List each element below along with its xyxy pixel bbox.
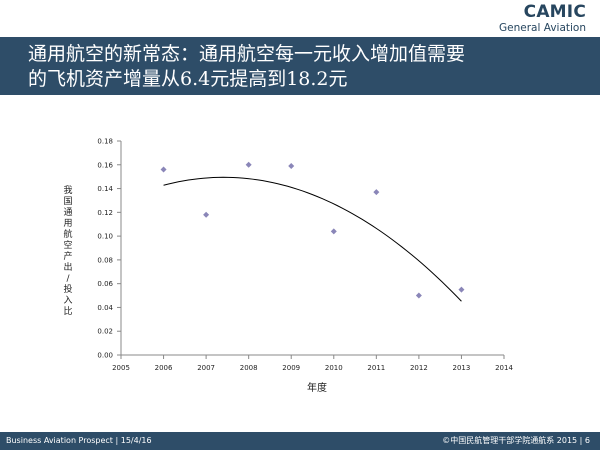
scatter-chart: 0.00 0.02 0.04 0.06 0.08 0.10 0.12 0.14 0.16 0.18… [63, 138, 513, 395]
data-point [245, 161, 252, 168]
title-band: 通用航空的新常态：通用航空每一元收入增加值需要 的飞机资产增量从6.4元提高到1… [0, 37, 600, 95]
y-tick-label: 0.00 [97, 352, 113, 360]
x-tick-label: 2005 [112, 364, 130, 372]
y-axis-label: 我国通用航空产出/投入比 [63, 185, 72, 317]
data-point [415, 292, 422, 299]
trendline [163, 176, 462, 302]
chart-area: 0.00 0.02 0.04 0.06 0.08 0.10 0.12 0.14 0.16 0.18… [0, 95, 600, 432]
logo-subtitle: General Aviation [499, 22, 586, 34]
logo-brand: CAMIC [523, 2, 586, 22]
x-axis-label: 年度 [307, 381, 327, 394]
footer-right-text: ©中国民航管理干部学院通航系 2015 | 6 [442, 436, 590, 445]
y-axis-ticks: 0.00 0.02 0.04 0.06 0.08 0.10 0.12 0.14 0.16 0.18 [97, 138, 121, 360]
y-tick-label: 0.06 [97, 280, 113, 288]
data-point [288, 162, 295, 169]
footer-left-text: Business Aviation Prospect | 15/4/16 [6, 436, 152, 445]
trendline-group [163, 176, 462, 302]
chart-axes [120, 141, 504, 356]
data-point [330, 228, 337, 235]
x-tick-label: 2009 [282, 364, 300, 372]
footer-bar: Business Aviation Prospect | 15/4/16 ©中国… [0, 432, 600, 450]
y-tick-label: 0.14 [97, 185, 113, 193]
y-tick-label: 0.18 [97, 138, 113, 146]
camic-logo: CAMIC General Aviation [499, 4, 586, 34]
data-point [458, 286, 465, 293]
data-point [160, 166, 167, 173]
slide-title-line-2: 的飞机资产增量从6.4元提高到18.2元 [28, 68, 348, 90]
slide-title-line-1: 通用航空的新常态：通用航空每一元收入增加值需要 [28, 43, 466, 65]
y-tick-label: 0.10 [97, 233, 113, 241]
y-tick-label: 0.02 [97, 328, 113, 336]
y-tick-label: 0.08 [97, 256, 113, 264]
x-tick-label: 2008 [240, 364, 258, 372]
x-tick-label: 2010 [325, 364, 343, 372]
y-tick-label: 0.12 [97, 209, 113, 217]
data-point [373, 189, 380, 196]
x-tick-label: 2006 [155, 364, 173, 372]
data-points [160, 161, 465, 299]
x-tick-label: 2013 [453, 364, 471, 372]
y-tick-label: 0.04 [97, 304, 113, 312]
y-tick-label: 0.16 [97, 161, 113, 169]
x-tick-label: 2007 [197, 364, 215, 372]
x-axis-ticks: 2005 2006 2007 2008 2009 2010 2011 2012 2013 2014 [112, 355, 513, 372]
data-point [203, 211, 210, 218]
x-tick-label: 2011 [367, 364, 385, 372]
x-tick-label: 2014 [495, 364, 513, 372]
x-tick-label: 2012 [410, 364, 428, 372]
